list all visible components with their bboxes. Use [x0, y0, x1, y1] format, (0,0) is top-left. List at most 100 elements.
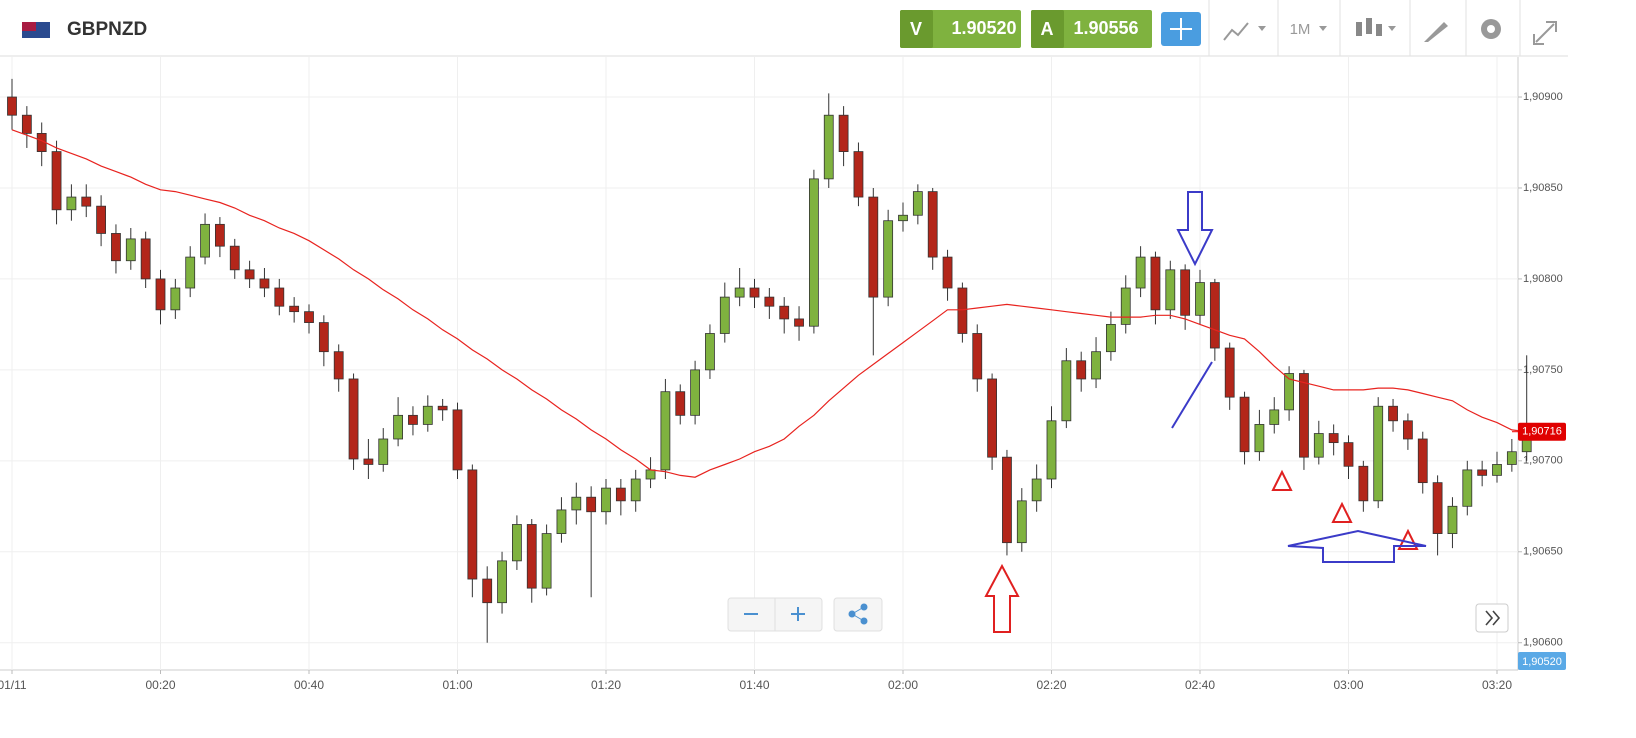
candle-body	[779, 305, 790, 320]
candle-body	[601, 487, 611, 513]
sell-label: V	[910, 19, 922, 39]
candle-body	[1180, 269, 1191, 316]
candle-body	[1046, 420, 1057, 480]
candle-body	[942, 256, 953, 289]
buy-button-tag	[1031, 10, 1064, 48]
candle-body	[363, 458, 374, 465]
candle-body	[244, 269, 255, 280]
candle-body	[422, 405, 433, 425]
y-tick-label: 1,90800	[1523, 273, 1563, 285]
y-tick-label: 1,90750	[1523, 364, 1563, 376]
draw-icon[interactable]	[1424, 22, 1448, 42]
candle-body	[1002, 456, 1012, 544]
candle-body	[927, 191, 938, 258]
candle-body	[333, 351, 344, 380]
symbol: GBPNZD	[67, 19, 147, 40]
candle-body	[794, 318, 804, 327]
share-icon	[848, 603, 868, 625]
red-triangle	[1331, 501, 1353, 523]
x-tick-label: 02:40	[1185, 678, 1215, 692]
candle-body	[823, 114, 834, 180]
chart-type-icon[interactable]	[1223, 22, 1249, 41]
candle-body	[185, 256, 196, 289]
candle-body	[259, 278, 270, 289]
fullscreen-icon[interactable]	[1533, 21, 1557, 45]
candle-body	[200, 223, 210, 258]
candle-body	[482, 578, 493, 604]
red-triangle	[1271, 469, 1293, 491]
candle-body	[289, 305, 300, 313]
candle-body	[1195, 282, 1205, 316]
blue-line	[1171, 361, 1213, 429]
candle-body	[1432, 482, 1443, 534]
candle-body	[838, 114, 849, 152]
candle-body	[764, 296, 775, 307]
candle-body	[318, 322, 329, 353]
candle-body	[125, 238, 136, 262]
zoom-in[interactable]	[791, 607, 805, 621]
candle-body	[1492, 464, 1502, 476]
annotations	[984, 191, 1427, 633]
x-tick-label: 00:20	[145, 678, 175, 692]
candle-body	[1417, 438, 1428, 484]
red-triangle	[1397, 528, 1419, 550]
flag-icon	[22, 22, 36, 31]
share-button[interactable]	[833, 597, 883, 632]
candle-icon[interactable]	[1356, 18, 1382, 36]
candle-body	[675, 391, 686, 416]
x-tick-label: 00:40	[294, 678, 324, 692]
candle-body	[1343, 442, 1354, 467]
y-tick-label: 1,90600	[1523, 637, 1563, 649]
x-tick-label: 01/11	[0, 678, 27, 692]
candle-body	[96, 205, 106, 234]
candle-body	[7, 96, 17, 116]
price-tag-label: 1,90716	[1522, 426, 1562, 438]
candle-body	[1299, 373, 1309, 458]
candle-body	[51, 151, 62, 211]
candle-body	[749, 287, 760, 298]
moving-average	[11, 129, 1527, 478]
x-tick-label: 01:00	[442, 678, 472, 692]
candle-body	[987, 378, 997, 458]
candle-body	[957, 287, 968, 334]
candle-body	[81, 196, 92, 207]
candle-body	[497, 560, 507, 604]
grid: 1,90600 1,90650 1,90700 1,90750 1,90800 1,908…	[0, 57, 1563, 692]
candle-body	[809, 178, 819, 327]
candle-body	[1254, 424, 1265, 453]
candle-body	[1150, 256, 1161, 311]
x-tick-label: 01:20	[591, 678, 621, 692]
buy-price: 1.90556	[1073, 18, 1138, 38]
candle-body	[408, 414, 418, 425]
candle-body	[660, 391, 671, 471]
candle-body	[1239, 396, 1250, 453]
candle-body	[571, 496, 582, 511]
timeframe[interactable]: 1M	[1290, 21, 1311, 38]
x-tick-label: 03:20	[1482, 678, 1512, 692]
candle-body	[1165, 269, 1176, 311]
toolbar: GBPNZD V 1.90520 A 1.90556 1M	[0, 0, 1568, 57]
candle-body	[66, 196, 77, 211]
sell-price: 1.90520	[951, 18, 1016, 38]
candle-body	[1209, 282, 1220, 349]
candle-body	[1224, 347, 1235, 398]
candle-body	[348, 378, 359, 460]
candle-body	[719, 296, 730, 334]
candle-body	[1462, 469, 1473, 507]
toolbar-bg	[0, 0, 1568, 56]
y-tick-label: 1,90900	[1523, 91, 1563, 103]
candle-body	[170, 287, 181, 311]
candle-body	[155, 278, 166, 311]
candle-body	[274, 287, 285, 307]
candle-body	[883, 220, 894, 298]
candle-body	[1091, 351, 1101, 380]
candle-body	[393, 414, 404, 440]
candle-body	[1447, 505, 1458, 534]
candle-body	[1477, 469, 1488, 476]
candle-body	[1328, 433, 1339, 444]
candle-body	[467, 469, 478, 580]
scroll-end-icon	[1485, 610, 1501, 626]
candle-body	[1358, 465, 1369, 502]
bid-tag-label: 1,90520	[1522, 656, 1562, 668]
